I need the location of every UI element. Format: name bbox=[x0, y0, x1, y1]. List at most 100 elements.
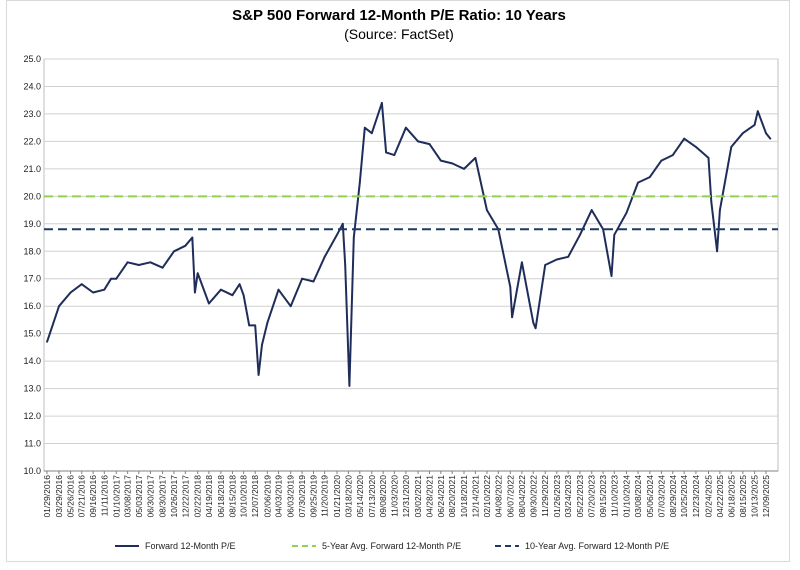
x-tick-label: 03/02/2021 bbox=[413, 475, 423, 518]
data-point bbox=[48, 332, 51, 335]
data-point bbox=[231, 294, 234, 297]
y-tick-label: 10.0 bbox=[23, 466, 41, 476]
legend-label: 10-Year Avg. Forward 12-Month P/E bbox=[525, 541, 669, 551]
y-tick-label: 15.0 bbox=[23, 329, 41, 339]
data-point bbox=[336, 233, 338, 236]
y-tick-label: 25.0 bbox=[23, 54, 41, 64]
data-point bbox=[511, 316, 513, 319]
series-line-forward-pe bbox=[46, 101, 772, 387]
data-point bbox=[428, 143, 431, 146]
data-point bbox=[544, 264, 547, 266]
x-tick-label: 04/19/2018 bbox=[204, 475, 214, 518]
data-point bbox=[358, 181, 361, 184]
y-tick-label: 13.0 bbox=[23, 384, 41, 394]
y-tick-label: 14.0 bbox=[23, 356, 41, 366]
x-tick-label: 11/20/2019 bbox=[320, 475, 330, 517]
data-point bbox=[80, 283, 83, 286]
y-tick-label: 11.0 bbox=[24, 439, 41, 449]
x-tick-label: 08/04/2022 bbox=[517, 475, 527, 518]
data-point bbox=[707, 157, 710, 159]
data-point bbox=[613, 233, 616, 236]
data-point bbox=[405, 126, 407, 129]
x-tick-label: 12/23/2024 bbox=[691, 475, 701, 518]
data-point bbox=[590, 209, 593, 212]
x-tick-label: 03/29/2016 bbox=[54, 475, 64, 518]
x-tick-label: 05/03/2017 bbox=[134, 475, 144, 518]
x-tick-label: 04/08/2022 bbox=[493, 475, 503, 518]
x-tick-label: 09/30/2022 bbox=[528, 475, 538, 518]
data-point bbox=[741, 132, 744, 135]
data-point bbox=[173, 250, 175, 253]
data-point bbox=[625, 211, 628, 214]
x-tick-label: 09/25/2019 bbox=[308, 475, 318, 518]
data-point bbox=[220, 288, 222, 291]
x-tick-label: 07/21/2016 bbox=[77, 475, 87, 518]
x-tick-label: 11/10/2023 bbox=[609, 475, 619, 517]
data-point bbox=[648, 176, 651, 179]
data-point bbox=[184, 244, 187, 247]
x-tick-label: 05/26/2016 bbox=[66, 475, 76, 518]
data-point bbox=[463, 168, 465, 170]
data-point bbox=[671, 154, 674, 157]
y-tick-label: 24.0 bbox=[23, 81, 41, 91]
x-tick-label: 12/22/2017 bbox=[180, 475, 190, 518]
data-point bbox=[194, 291, 196, 294]
x-tick-label: 04/03/2019 bbox=[274, 475, 284, 518]
data-point bbox=[46, 341, 48, 343]
x-tick-label: 10/10/2018 bbox=[239, 475, 249, 518]
x-tick-label: 09/08/2020 bbox=[378, 475, 388, 518]
x-tick-label: 05/22/2023 bbox=[575, 475, 585, 518]
x-tick-label: 06/03/2019 bbox=[286, 475, 296, 518]
data-point bbox=[579, 233, 581, 236]
x-tick-label: 01/21/2020 bbox=[332, 475, 342, 518]
y-tick-label: 17.0 bbox=[23, 274, 41, 284]
data-point bbox=[257, 374, 260, 376]
y-tick-label: 22.0 bbox=[23, 136, 41, 146]
x-tick-label: 06/30/2017 bbox=[145, 475, 155, 518]
data-point bbox=[521, 261, 523, 264]
data-point bbox=[555, 258, 558, 261]
data-point bbox=[277, 288, 280, 291]
data-point bbox=[363, 126, 366, 129]
data-point bbox=[765, 132, 767, 135]
chart-subtitle: (Source: FactSet) bbox=[344, 26, 454, 42]
x-tick-label: 07/13/2020 bbox=[367, 475, 377, 518]
data-point bbox=[660, 159, 663, 162]
data-point bbox=[69, 291, 72, 294]
x-tick-label: 08/20/2021 bbox=[447, 475, 457, 518]
x-tick-label: 06/18/2018 bbox=[216, 475, 226, 518]
data-point bbox=[191, 236, 194, 239]
data-point bbox=[137, 264, 140, 266]
x-tick-label: 02/10/2022 bbox=[482, 475, 492, 518]
x-tick-label: 01/10/2017 bbox=[111, 475, 121, 518]
data-point bbox=[312, 280, 315, 283]
x-tick-label: 03/08/2024 bbox=[633, 475, 643, 518]
x-tick-label: 01/29/2016 bbox=[42, 475, 52, 518]
data-point bbox=[417, 140, 419, 143]
data-point bbox=[381, 102, 383, 104]
x-tick-label: 01/10/2024 bbox=[621, 475, 631, 518]
data-point bbox=[769, 137, 772, 140]
data-point bbox=[126, 261, 129, 264]
chart-title: S&P 500 Forward 12-Month P/E Ratio: 10 Y… bbox=[232, 7, 566, 24]
data-point bbox=[695, 146, 697, 148]
data-point bbox=[474, 157, 477, 159]
x-tick-label: 04/22/2025 bbox=[715, 475, 725, 518]
data-point bbox=[753, 124, 756, 126]
data-point bbox=[242, 294, 245, 297]
data-point bbox=[602, 228, 604, 231]
data-point bbox=[58, 305, 60, 308]
y-tick-label: 19.0 bbox=[23, 219, 41, 229]
x-tick-label: 08/29/2024 bbox=[668, 475, 678, 518]
x-tick-label: 05/06/2024 bbox=[645, 475, 655, 518]
data-point bbox=[439, 159, 442, 162]
data-point bbox=[348, 385, 351, 387]
data-point bbox=[393, 154, 396, 157]
y-tick-label: 12.0 bbox=[23, 411, 41, 421]
data-point bbox=[352, 236, 355, 239]
data-point bbox=[103, 288, 106, 291]
data-point bbox=[509, 286, 512, 288]
y-tick-label: 18.0 bbox=[23, 246, 41, 256]
x-tick-label: 06/24/2021 bbox=[436, 475, 446, 518]
data-point bbox=[683, 137, 686, 140]
